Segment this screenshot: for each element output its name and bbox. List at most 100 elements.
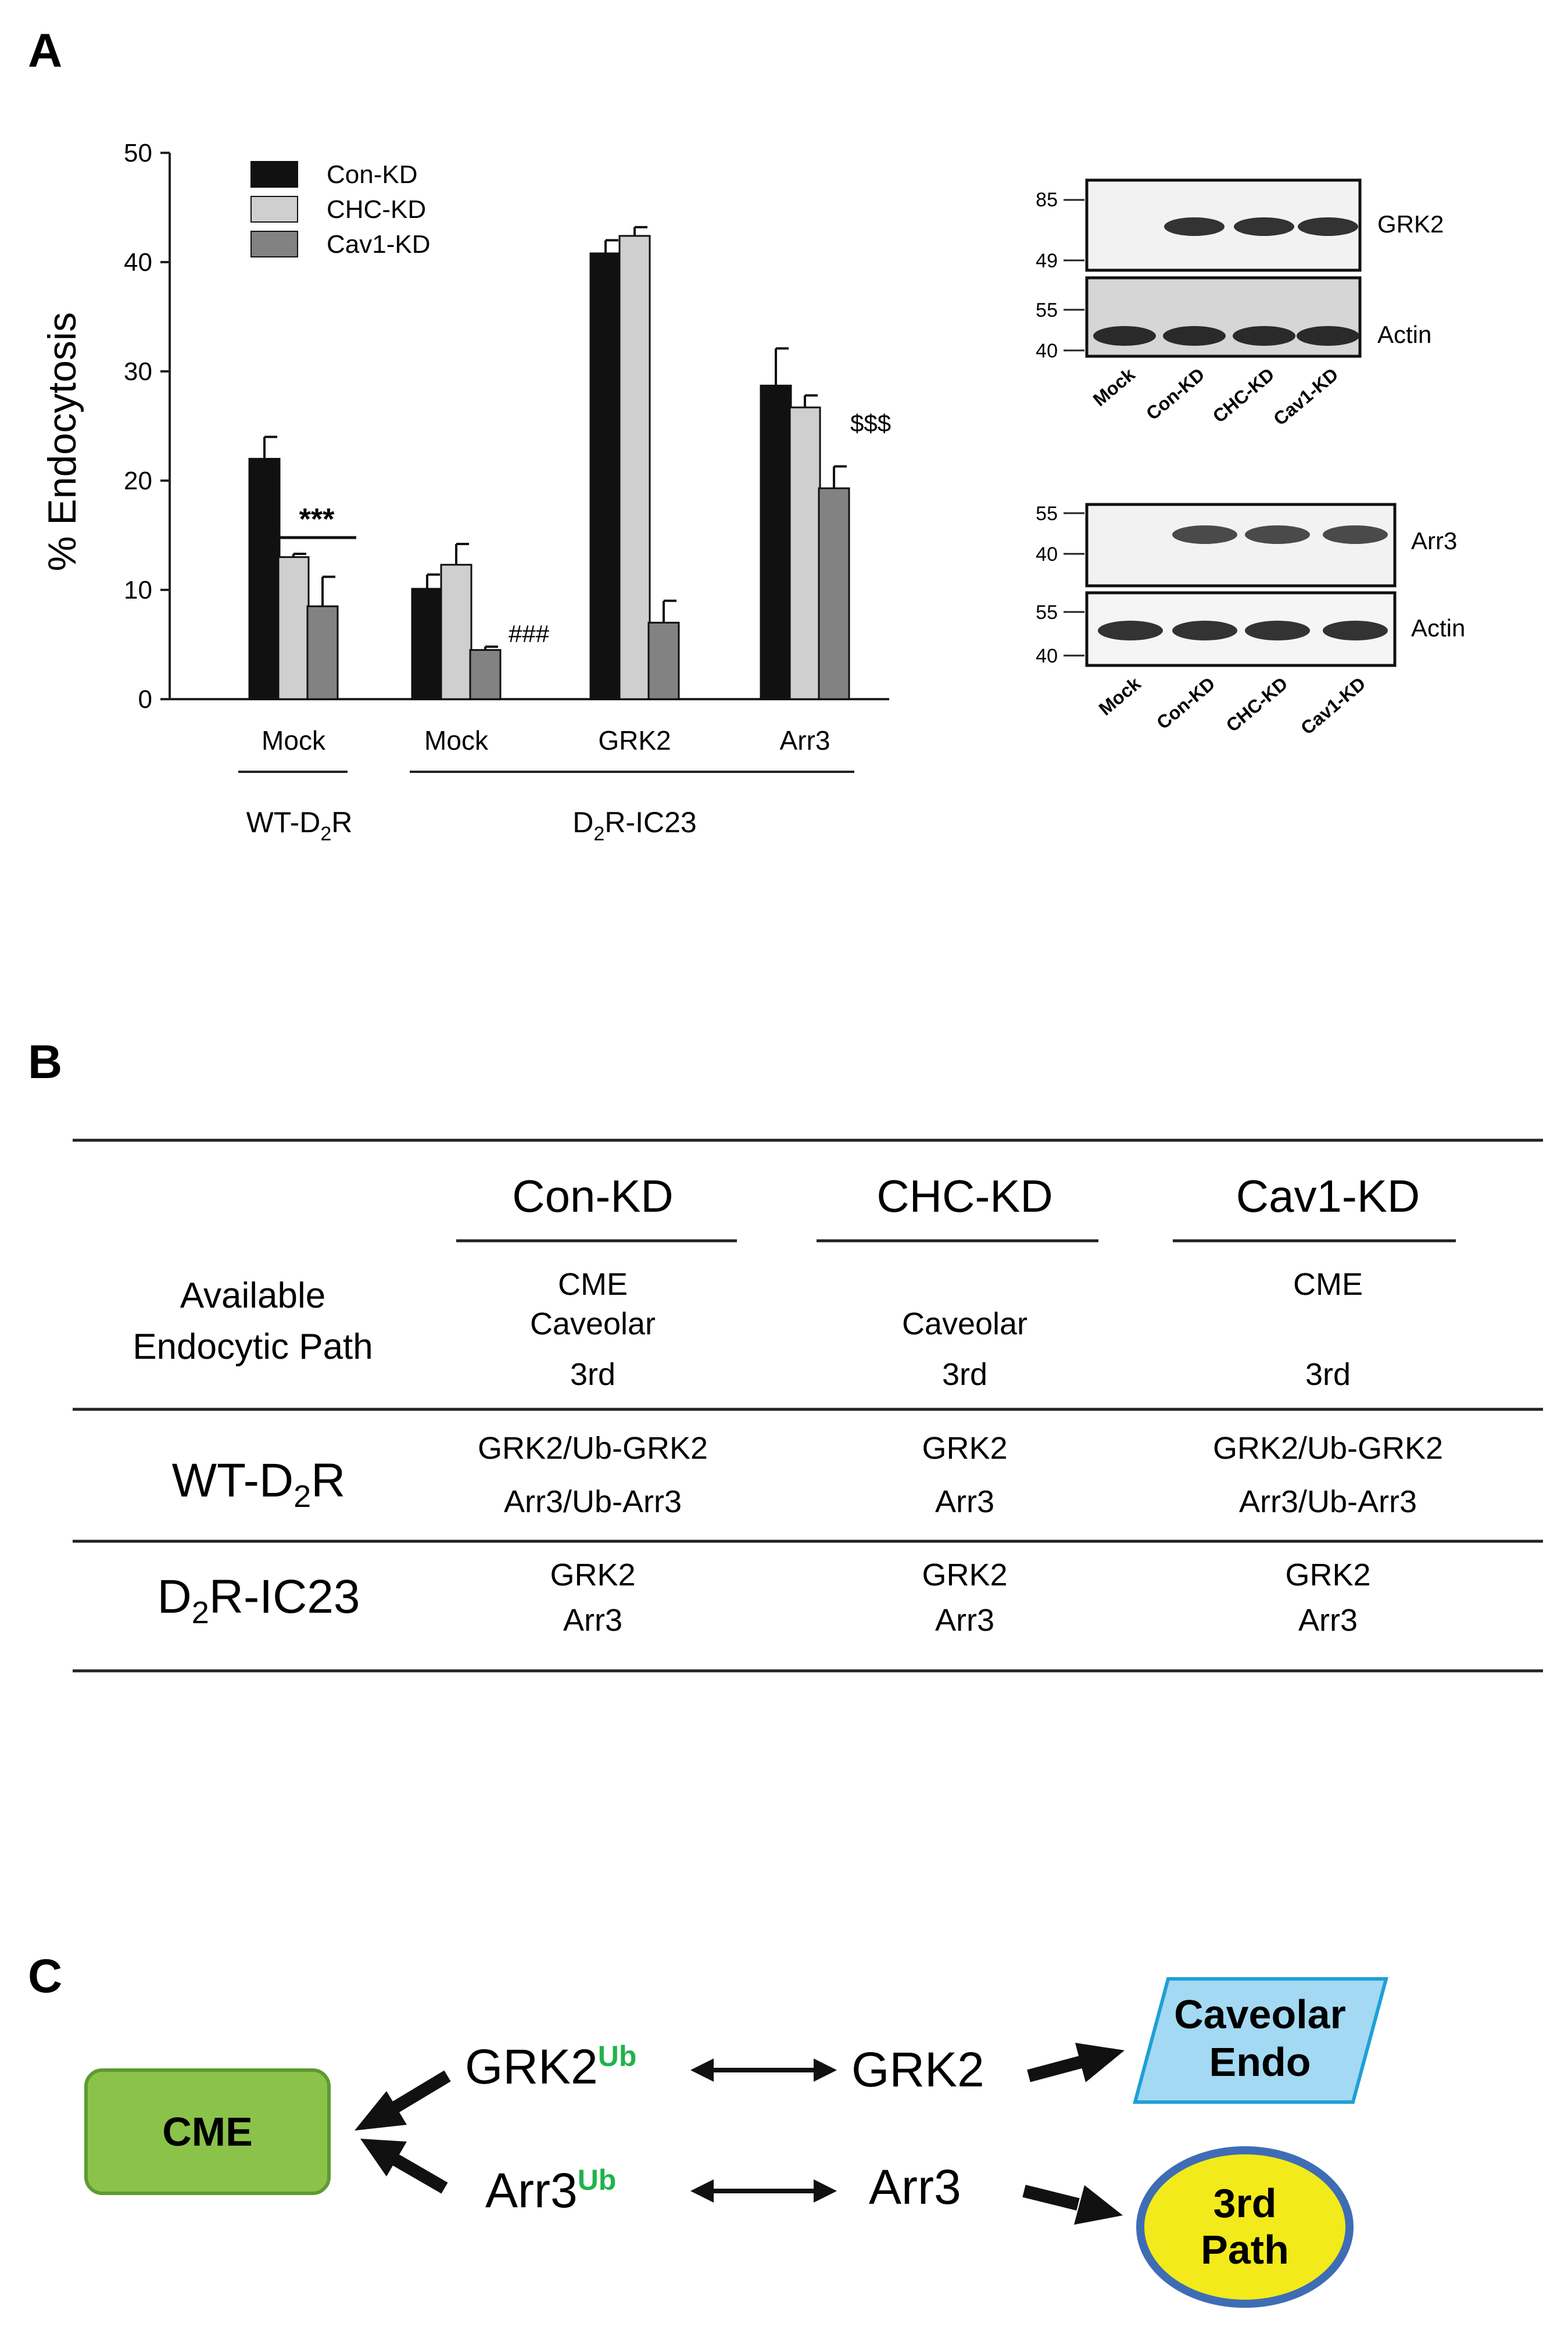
blot-band-top-2 (1234, 217, 1294, 236)
cme-box (84, 2068, 331, 2195)
blot-band-top-3 (1298, 217, 1358, 236)
bar-cav1-kd-cat2 (647, 621, 680, 700)
bar-cav1-kd-cat0 (306, 605, 339, 700)
lane-label-chc-kd: CHC-KD (1222, 673, 1292, 736)
lane-label-con-kd: Con-KD (1142, 364, 1208, 424)
pathway-diagram: CME Caveolar Endo 3rd Path GRK2Ub Arr3Ub… (84, 1977, 1388, 2308)
cell-path-chc-2: Caveolar (902, 1306, 1028, 1341)
lane-label-chc-kd: CHC-KD (1209, 364, 1279, 427)
blot-label-actin-1: Actin (1377, 321, 1431, 348)
annotation-hash: ### (509, 620, 550, 647)
legend-label-cav1-kd: Cav1-KD (327, 230, 431, 259)
blot-band-actin-0 (1098, 621, 1163, 640)
bar-con-kd-cat0 (248, 457, 281, 700)
lane-label-mock: Mock (1095, 673, 1145, 719)
blot-label-grk2: GRK2 (1377, 210, 1444, 238)
table-col-chc-kd: CHC-KD (876, 1170, 1053, 1222)
caveolar-endo-shape (1133, 1977, 1388, 2104)
bar-con-kd-cat2 (589, 252, 622, 700)
cell-path-con-3: 3rd (570, 1357, 615, 1392)
cell-ic23-con-2: Arr3 (563, 1603, 622, 1638)
node-arr3: Arr3 (869, 2160, 961, 2214)
row-header-available-1: Available (180, 1276, 325, 1316)
cme-label: CME (162, 2109, 253, 2154)
third-path-label-1: 3rd (1213, 2181, 1277, 2226)
mw-marker-40: 40 (1036, 340, 1058, 362)
blot-band-actin-2 (1245, 621, 1310, 640)
lane-label-cav1-kd: Cav1-KD (1269, 364, 1342, 429)
legend-label-con-kd: Con-KD (327, 160, 418, 189)
western-blot-arr3: 55 40 55 40 Arr3 Actin Mock Con-KD CHC-KD C… (1036, 503, 1465, 739)
blot-label-arr3: Arr3 (1411, 527, 1457, 554)
bar-cav1-kd-cat1 (469, 649, 502, 700)
blot-band-top-1 (1172, 525, 1237, 544)
y-tick-label-50: 50 (124, 139, 152, 167)
arrow-arr3-to-third (1022, 2185, 1123, 2225)
y-tick-label-10: 10 (124, 576, 152, 604)
cell-wt-chc-2: Arr3 (935, 1484, 994, 1519)
cell-wt-chc-1: GRK2 (922, 1431, 1007, 1466)
cell-ic23-chc-2: Arr3 (935, 1603, 994, 1638)
third-path-label-2: Path (1201, 2227, 1289, 2272)
cell-path-cav1-3: 3rd (1305, 1357, 1351, 1392)
bar-cav1-kd-cat3 (818, 487, 850, 700)
node-arr3-ub: Arr3Ub (485, 2163, 616, 2218)
table-col-con-kd: Con-KD (512, 1170, 673, 1222)
bar-chc-kd-cat3 (789, 406, 821, 700)
mw-marker-55: 55 (1036, 299, 1058, 321)
cell-wt-cav1-2: Arr3/Ub-Arr3 (1239, 1484, 1417, 1519)
cell-ic23-chc-1: GRK2 (922, 1558, 1007, 1592)
third-path-ellipse (1136, 2146, 1354, 2308)
panel-a-letter: A (28, 24, 62, 77)
group-label-d2r-ic23: D2R-IC23 (572, 806, 696, 845)
cell-path-cav1-1: CME (1293, 1267, 1363, 1302)
cell-ic23-cav1-1: GRK2 (1285, 1558, 1370, 1592)
x-category-grk2: GRK2 (598, 725, 671, 756)
cell-ic23-cav1-2: Arr3 (1298, 1603, 1358, 1638)
row-header-d2r-ic23: D2R-IC23 (157, 1570, 360, 1630)
legend-label-chc-kd: CHC-KD (327, 195, 426, 224)
blot-band-actin-0 (1093, 326, 1156, 346)
blot-band-top-1 (1164, 217, 1225, 236)
mw-marker-85: 85 (1036, 189, 1058, 211)
legend-swatch-chc-kd (250, 196, 298, 223)
legend-swatch-cav1-kd (250, 231, 298, 257)
x-category-mock-ic23: Mock (424, 725, 489, 756)
legend: Con-KD CHC-KD Cav1-KD (250, 160, 431, 259)
mw-marker-55-b: 55 (1036, 503, 1058, 525)
row-header-wt-d2r: WT-D2R (172, 1454, 346, 1514)
y-tick-label-30: 30 (124, 357, 152, 386)
mw-marker-55-c: 55 (1036, 602, 1058, 624)
y-tick-label-0: 0 (138, 685, 152, 714)
lane-label-con-kd: Con-KD (1152, 673, 1219, 733)
row-header-available-2: Endocytic Path (133, 1327, 373, 1367)
bar-chart: % Endocytosis 0 10 20 30 40 50 *** ### $$$ Con-… (40, 139, 891, 845)
arrow-arr3ub-to-cme (360, 2139, 448, 2194)
legend-swatch-con-kd (250, 161, 298, 188)
cell-path-con-2: Caveolar (530, 1306, 656, 1341)
cell-wt-cav1-1: GRK2/Ub-GRK2 (1213, 1431, 1443, 1466)
blot-label-actin-2: Actin (1411, 614, 1465, 642)
lane-label-cav1-kd: Cav1-KD (1297, 673, 1369, 739)
blot-band-top-3 (1323, 525, 1388, 544)
group-label-wt-d2r: WT-D2R (246, 806, 353, 845)
mw-marker-49: 49 (1036, 250, 1058, 272)
blot-band-top-2 (1245, 525, 1310, 544)
y-axis-label: % Endocytosis (40, 312, 84, 571)
bar-chc-kd-cat1 (440, 564, 472, 700)
annotation-dollar: $$$ (850, 410, 891, 437)
panel-b-letter: B (28, 1036, 62, 1089)
mw-marker-40-c: 40 (1036, 645, 1058, 667)
bar-con-kd-cat1 (411, 588, 443, 700)
blot-panel-arr3 (1085, 503, 1397, 588)
table-col-cav1-kd: Cav1-KD (1236, 1170, 1420, 1222)
cell-wt-con-2: Arr3/Ub-Arr3 (504, 1484, 682, 1519)
blot-band-actin-1 (1163, 326, 1226, 346)
x-category-mock-wt: Mock (262, 725, 326, 756)
western-blot-grk2: 85 49 55 40 GRK2 Actin Mock Con-KD CHC-KDC… (1036, 178, 1444, 429)
lane-label-mock: Mock (1089, 364, 1139, 410)
x-category-arr3: Arr3 (780, 725, 830, 756)
blot-band-actin-1 (1172, 621, 1237, 640)
bar-con-kd-cat3 (760, 384, 792, 700)
